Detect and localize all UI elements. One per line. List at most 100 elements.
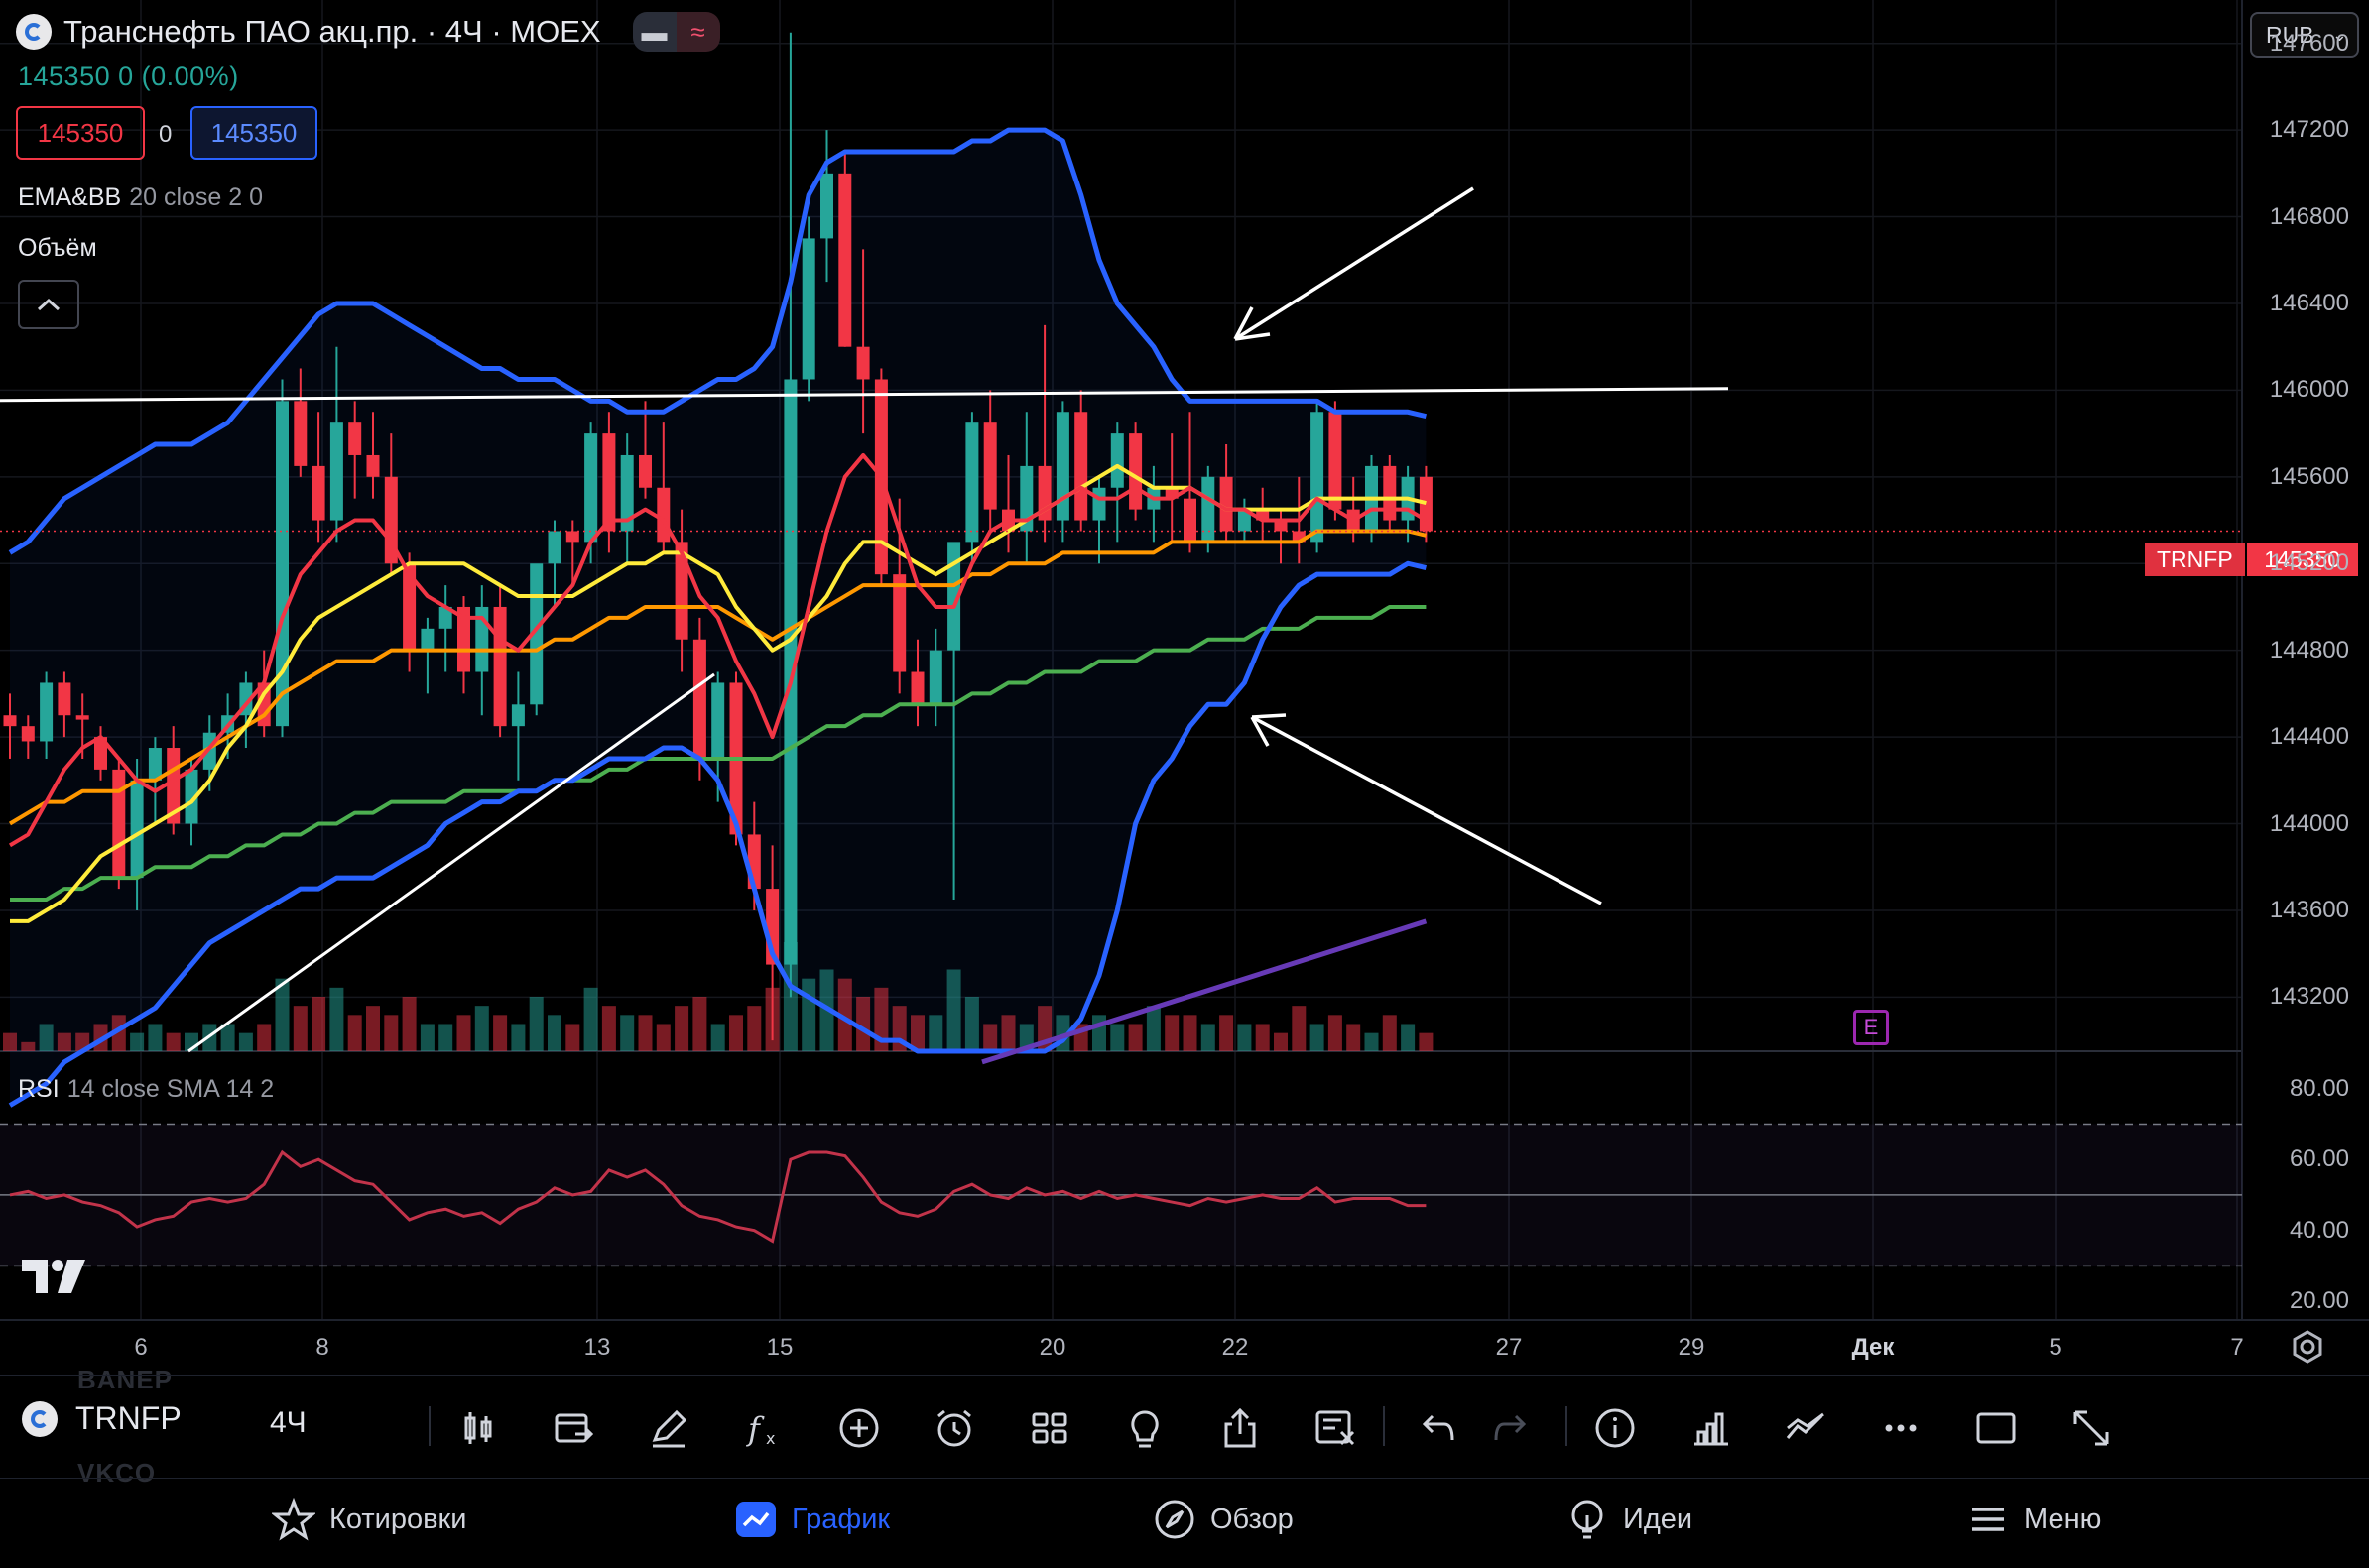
replay-calendar-icon[interactable]	[550, 1404, 597, 1452]
volume-bars	[3, 942, 1434, 1051]
volume-bar	[620, 1015, 635, 1051]
indicator-legend-ema-bb[interactable]: EMA&BB 20 close 2 0	[18, 183, 263, 212]
candle-body	[94, 737, 107, 770]
volume-bar	[874, 987, 889, 1051]
price-tick-label: 146000	[2269, 376, 2349, 404]
draw-pen-icon[interactable]	[645, 1404, 692, 1452]
arrow-head	[1233, 306, 1271, 341]
volume-bar	[1364, 1032, 1379, 1051]
candle-body	[838, 173, 852, 347]
minus-icon[interactable]: ▬	[632, 12, 677, 52]
volume-bar	[39, 1024, 54, 1051]
buy-button[interactable]: 145350	[190, 106, 317, 160]
volume-bar	[312, 997, 326, 1051]
compass-icon	[1155, 1500, 1194, 1539]
volume-bar	[238, 1032, 253, 1051]
candle-body	[548, 531, 561, 564]
nav-overview[interactable]: Обзор	[1153, 1498, 1294, 1541]
volume-bar	[21, 1041, 36, 1051]
sell-button[interactable]: 145350	[16, 106, 145, 160]
info-icon[interactable]	[1591, 1404, 1639, 1452]
expand-arrows-icon[interactable]	[2067, 1404, 2115, 1452]
candle-body	[40, 682, 54, 742]
time-tick-label: Дек	[1851, 1334, 1895, 1361]
settings-gear-icon[interactable]	[2290, 1329, 2325, 1370]
indicator-legend-rsi[interactable]: RSI 14 close SMA 14 2	[18, 1075, 274, 1104]
candle-body	[1129, 433, 1143, 510]
candle-body	[75, 715, 89, 720]
price-chart[interactable]	[0, 0, 2369, 1375]
volume-bar	[710, 1024, 725, 1051]
volume-bar	[565, 1024, 580, 1051]
add-plus-icon[interactable]	[835, 1404, 883, 1452]
ghost-ticker: VKCO	[77, 1458, 157, 1488]
alarm-clock-icon[interactable]	[931, 1404, 978, 1452]
undo-icon[interactable]	[1415, 1404, 1462, 1452]
volume-bar	[1183, 1015, 1197, 1051]
redo-icon[interactable]	[1486, 1404, 1534, 1452]
share-icon[interactable]	[1216, 1404, 1264, 1452]
volume-bar	[1327, 1015, 1342, 1051]
chevron-up-icon	[37, 298, 61, 311]
chart-grid	[0, 0, 2369, 1321]
volume-bar	[347, 1015, 362, 1051]
price-tick-label: 143600	[2269, 896, 2349, 923]
candle-body	[276, 401, 289, 727]
volume-bar	[802, 978, 816, 1051]
volume-bar	[57, 1032, 71, 1051]
symbol-logo-icon	[22, 1400, 58, 1437]
candle-body	[1328, 412, 1342, 510]
compare-lines-icon[interactable]	[1782, 1404, 1829, 1452]
fullscreen-square-icon[interactable]	[1972, 1404, 2020, 1452]
more-dots-icon[interactable]	[1877, 1404, 1925, 1452]
candle-body	[1256, 509, 1270, 521]
price-tick-label: 146400	[2269, 289, 2349, 316]
chart-status-toggle[interactable]: ▬ ≈	[632, 12, 720, 52]
nav-menu[interactable]: Меню	[1966, 1498, 2101, 1541]
financials-bars-icon[interactable]	[1686, 1404, 1734, 1452]
candle-body	[1310, 412, 1324, 543]
candle-body	[1074, 412, 1088, 521]
clear-drawings-icon[interactable]	[1311, 1404, 1359, 1452]
candle-body	[1056, 412, 1069, 521]
volume-bar	[1219, 1015, 1234, 1051]
trend-line	[187, 672, 715, 1053]
currency-select[interactable]: RUB ⌄	[2250, 12, 2359, 58]
volume-bar	[148, 1024, 163, 1051]
candle-body	[692, 639, 706, 759]
rsi-tick-label: 20.00	[2289, 1287, 2349, 1315]
candle-body	[1383, 465, 1397, 521]
nav-label: Меню	[2024, 1503, 2102, 1535]
layout-grid-icon[interactable]	[1026, 1404, 1073, 1452]
rsi-line	[9, 1149, 1427, 1244]
volume-bar	[166, 1032, 181, 1051]
candles-type-icon[interactable]	[454, 1404, 502, 1452]
volume-bar	[438, 1024, 453, 1051]
candle-body	[711, 682, 725, 759]
nav-ideas[interactable]: Идеи	[1565, 1498, 1692, 1541]
wave-icon[interactable]: ≈	[676, 12, 720, 52]
idea-lightbulb-icon[interactable]	[1121, 1404, 1169, 1452]
nav-chart[interactable]: График	[734, 1498, 890, 1541]
price-tick-label: 147200	[2269, 116, 2349, 144]
lightbulb-icon	[1571, 1500, 1603, 1539]
volume-bar	[1128, 1024, 1143, 1051]
volume-bar	[366, 1006, 380, 1051]
candle-body	[1020, 465, 1034, 532]
indicator-legend-volume[interactable]: Объём	[18, 234, 97, 262]
nav-quotes[interactable]: Котировки	[272, 1498, 466, 1541]
volume-bar	[983, 1024, 998, 1051]
symbol-selector[interactable]: TRNFP	[22, 1400, 182, 1437]
chart-title[interactable]: Транснефть ПАО акц.пр. · 4Ч · MOEX ▬ ≈	[16, 12, 720, 52]
candle-body	[1237, 509, 1251, 532]
price-tag-price: 145350	[2246, 543, 2358, 576]
collapse-legend-button[interactable]	[18, 280, 79, 329]
timeframe-selector[interactable]: 4Ч	[270, 1406, 307, 1439]
last-price-tag: TRNFP 145350	[2145, 543, 2358, 576]
toolbar-symbol: TRNFP	[75, 1400, 182, 1436]
candle-body	[1419, 476, 1433, 532]
earnings-event-badge[interactable]: E	[1853, 1010, 1889, 1045]
candle-body	[403, 563, 417, 651]
rsi-tick-label: 40.00	[2289, 1216, 2349, 1244]
